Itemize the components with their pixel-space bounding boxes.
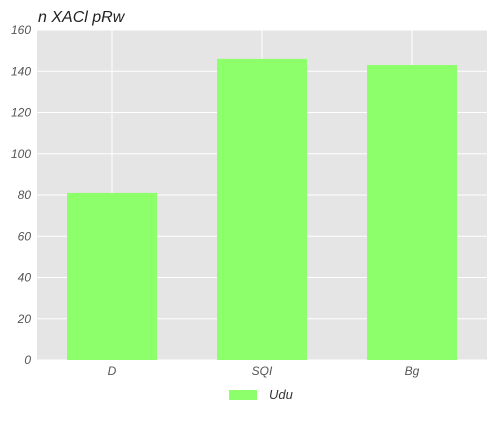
bars (67, 58, 457, 360)
x-tick-label: Bg (405, 364, 420, 378)
y-tick-label: 140 (11, 64, 31, 78)
y-tick-label: 0 (24, 353, 31, 367)
y-tick-label: 40 (18, 271, 32, 285)
legend-label: Udu (269, 387, 293, 402)
y-tick-label: 120 (11, 106, 31, 120)
y-tick-label: 20 (17, 312, 32, 326)
x-tick-label: D (108, 364, 117, 378)
legend: Udu (229, 387, 293, 402)
bar-sqi (217, 58, 307, 360)
x-axis-ticks: D SQI Bg (108, 364, 420, 378)
y-axis-ticks: 0 20 40 60 80 100 120 140 160 (11, 23, 31, 367)
y-tick-label: 100 (11, 147, 31, 161)
chart-title: n XACl pRw (38, 9, 126, 26)
y-tick-label: 60 (18, 229, 32, 243)
legend-swatch (229, 390, 257, 400)
bar-bg (367, 65, 457, 360)
y-tick-label: 80 (18, 188, 32, 202)
x-tick-label: SQI (252, 364, 273, 378)
y-tick-label: 160 (11, 23, 31, 37)
bar-d (67, 192, 157, 360)
